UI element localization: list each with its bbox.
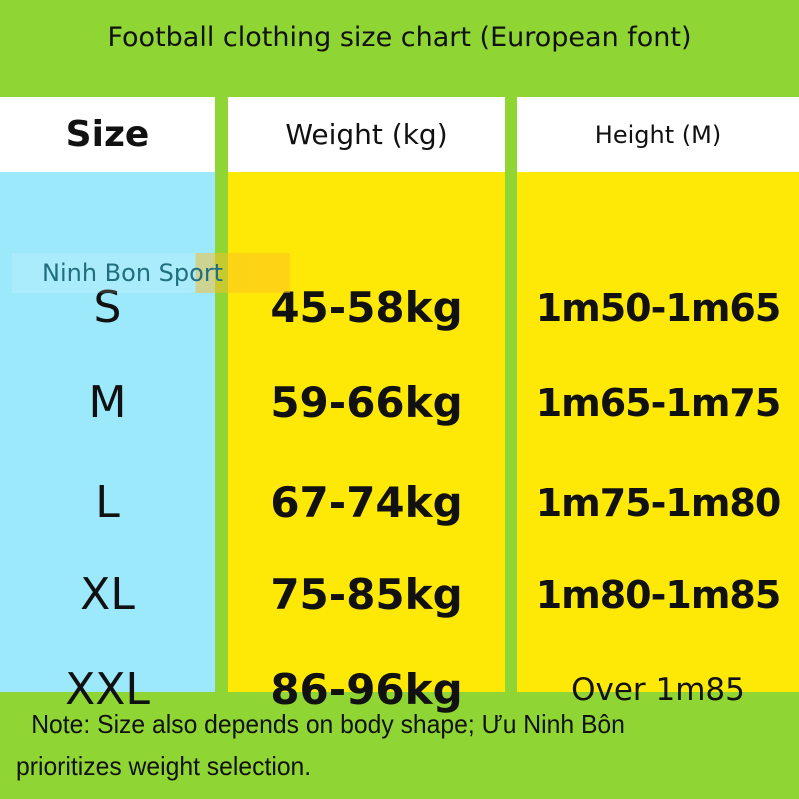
watermark: Ninh Bon Sport bbox=[12, 253, 290, 293]
size-cell: M bbox=[88, 377, 127, 428]
height-header: Height (M) bbox=[517, 97, 799, 172]
size-column: Size S M L XL XXL bbox=[0, 97, 215, 715]
note-line-1: Note: Size also depends on body shape; Ư… bbox=[31, 709, 625, 739]
weight-cell: 45-58kg bbox=[270, 283, 463, 332]
height-header-label: Height (M) bbox=[594, 120, 722, 149]
weight-cell: 86-96kg bbox=[270, 665, 463, 714]
height-cell: 1m65-1m75 bbox=[535, 381, 782, 425]
weight-header: Weight (kg) bbox=[228, 97, 505, 172]
size-column-body: S M L XL XXL bbox=[0, 172, 215, 715]
height-cell: 1m80-1m85 bbox=[535, 573, 782, 617]
height-cell: 1m50-1m65 bbox=[535, 286, 782, 330]
weight-column-body: 45-58kg 59-66kg 67-74kg 75-85kg 86-96kg bbox=[228, 172, 505, 714]
size-cell: L bbox=[95, 477, 120, 528]
size-header-label: Size bbox=[65, 114, 150, 155]
note-line-2: prioritizes weight selection. bbox=[16, 751, 312, 781]
weight-header-label: Weight (kg) bbox=[285, 118, 448, 151]
chart-title: Football clothing size chart (European f… bbox=[107, 22, 692, 53]
height-column: Height (M) 1m50-1m65 1m65-1m75 1m75-1m80… bbox=[517, 97, 799, 708]
height-cell: Over 1m85 bbox=[571, 672, 745, 708]
weight-cell: 59-66kg bbox=[270, 378, 463, 427]
note: Note: Size also depends on body shape; Ư… bbox=[16, 703, 757, 787]
weight-column: Weight (kg) 45-58kg 59-66kg 67-74kg 75-8… bbox=[228, 97, 505, 714]
weight-cell: 67-74kg bbox=[270, 478, 463, 527]
weight-cell: 75-85kg bbox=[270, 570, 463, 619]
height-column-body: 1m50-1m65 1m65-1m75 1m75-1m80 1m80-1m85 … bbox=[517, 172, 799, 708]
size-header: Size bbox=[0, 97, 215, 172]
size-cell: XXL bbox=[65, 664, 150, 715]
size-cell: XL bbox=[80, 569, 135, 620]
height-cell: 1m75-1m80 bbox=[535, 481, 782, 525]
